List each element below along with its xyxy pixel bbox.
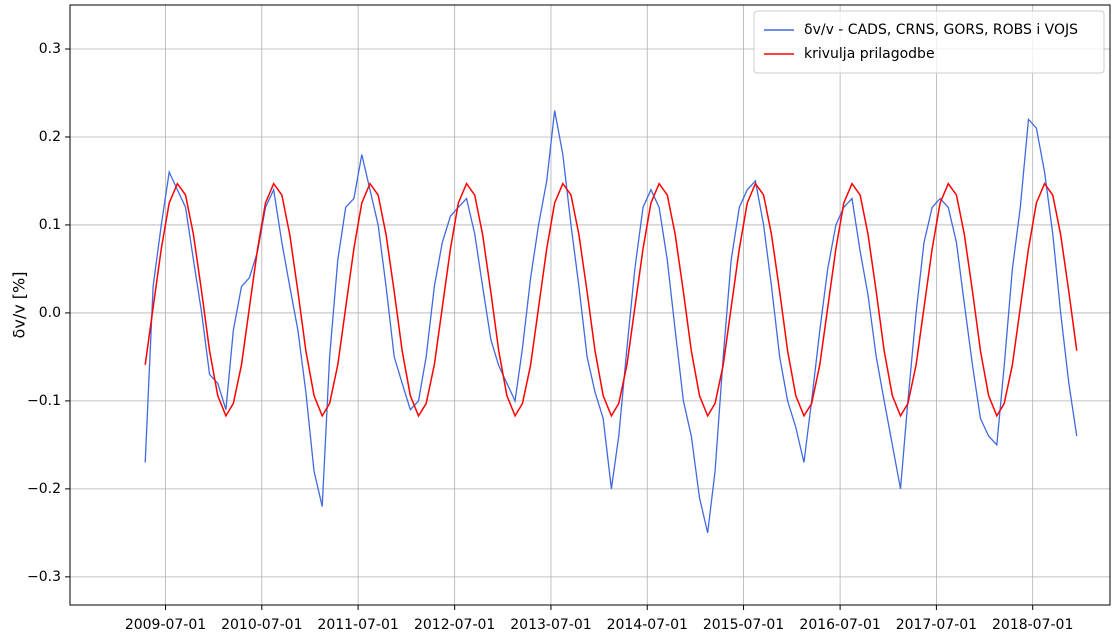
y-tick-label: 0.1 [39,217,61,233]
legend-box [753,10,1105,74]
legend: δv/v - CADS, CRNS, GORS, ROBS i VOJS kriv… [753,10,1105,74]
y-tick-label: −0.3 [27,569,61,585]
series-line [144,110,1078,534]
x-tick-label: 2017-07-01 [896,617,977,633]
x-tick-label: 2016-07-01 [799,617,880,633]
legend-label: δv/v - CADS, CRNS, GORS, ROBS i VOJS [804,22,1078,38]
y-tick-label: 0.3 [39,41,61,57]
y-tick-label: 0.2 [39,129,61,145]
x-tick-label: 2011-07-01 [317,617,398,633]
plot-frame [69,4,1111,606]
x-tick-label: 2012-07-01 [414,617,495,633]
series-line [144,182,1078,418]
y-axis-label: δv/v [%] [10,272,29,339]
x-tick-label: 2014-07-01 [607,617,688,633]
y-tick-label: −0.1 [27,393,61,409]
x-tick-label: 2009-07-01 [125,617,206,633]
y-tick-label: −0.2 [27,481,61,497]
legend-label: krivulja prilagodbe [804,46,935,62]
y-tick-label: 0.0 [39,305,61,321]
x-tick-label: 2010-07-01 [221,617,302,633]
x-tick-label: 2015-07-01 [703,617,784,633]
x-tick-label: 2018-07-01 [992,617,1073,633]
x-tick-label: 2013-07-01 [510,617,591,633]
